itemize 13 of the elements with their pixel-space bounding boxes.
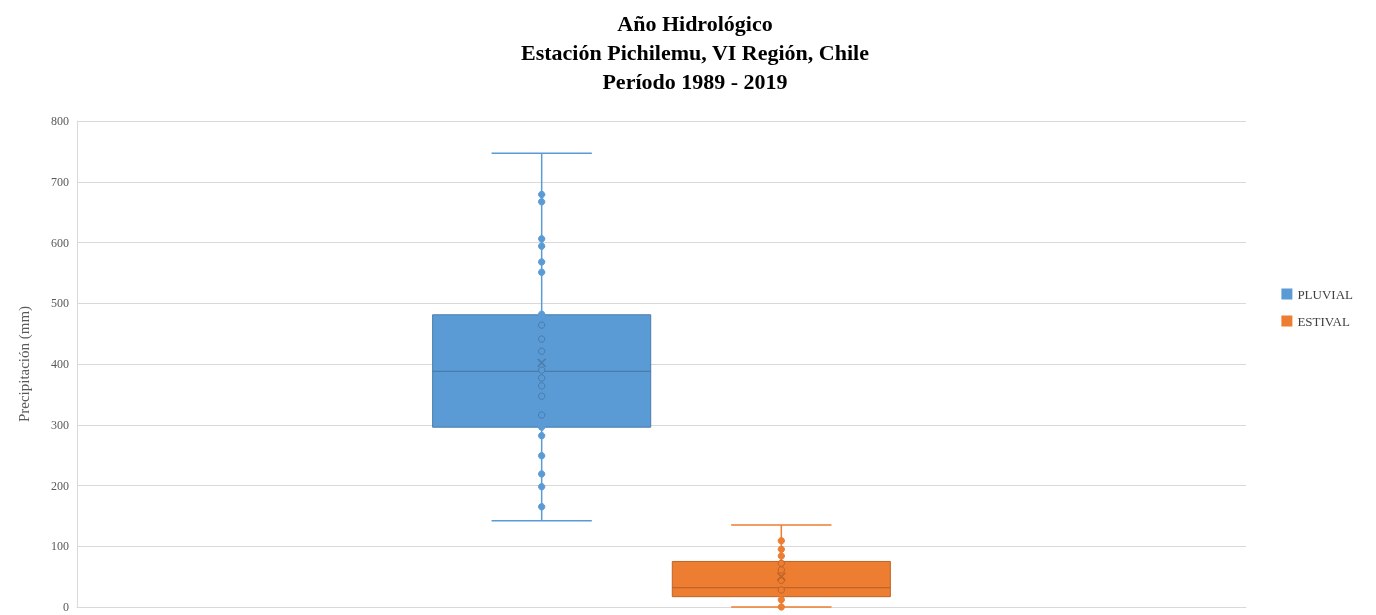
y-tick-label: 100 [51,539,69,554]
y-tick-label: 0 [63,600,69,614]
y-tick-label: 800 [51,114,69,128]
legend-label: ESTIVAL [1297,313,1350,329]
y-tick-label: 600 [51,235,69,250]
y-tick-label: 200 [51,478,69,493]
y-tick-label: 400 [51,357,69,371]
y-tick-label: 300 [51,417,69,432]
y-tick-label: 500 [51,296,69,311]
chart-title: Año Hidrológico Estación Pichilemu, VI Región, Chile Período 1989 - 2019 [521,11,870,94]
legend-label: PLUVIAL [1297,286,1354,302]
y-tick-label: 700 [51,174,69,189]
y-axis-title: Precipitación (mm) [15,305,33,423]
